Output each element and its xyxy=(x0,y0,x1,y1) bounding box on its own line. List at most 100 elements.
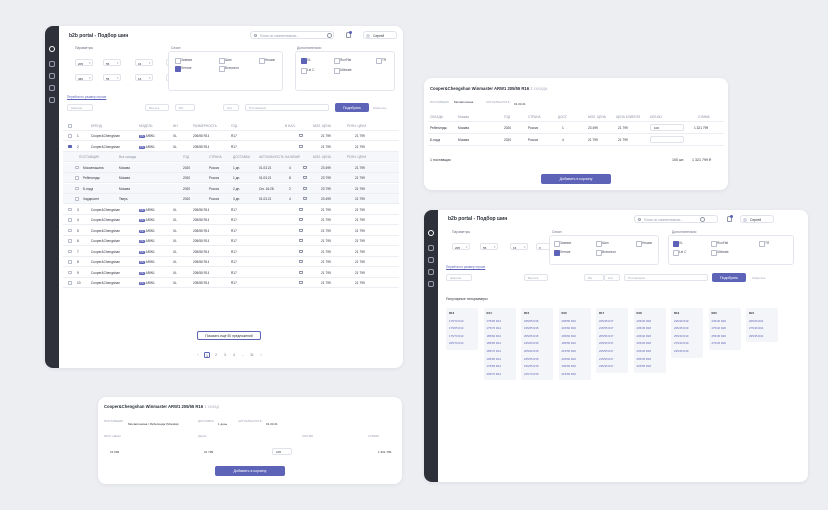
season-stud[interactable]: Шип xyxy=(219,58,231,64)
supplier-checkbox[interactable] xyxy=(75,186,79,190)
height-select-b[interactable]: 55 xyxy=(480,243,498,250)
cart-icon[interactable] xyxy=(299,270,303,274)
row-checkbox[interactable] xyxy=(68,228,72,232)
cart-icon[interactable] xyxy=(299,281,303,285)
cart-icon[interactable] xyxy=(299,239,303,243)
size-link[interactable]: 255/35 R18 xyxy=(636,356,651,361)
page-31[interactable]: 31 xyxy=(250,353,254,357)
extra-ultimate[interactable]: Ultimate xyxy=(334,68,352,74)
width-input-2[interactable]: Ширина xyxy=(446,274,472,281)
cart-icon[interactable] xyxy=(299,144,303,148)
size-link[interactable]: 265/40 R21 xyxy=(749,318,764,323)
notification-icon[interactable] xyxy=(727,215,733,222)
size-link[interactable]: 195/65 R15 xyxy=(524,326,539,331)
height-select-2[interactable]: 55 xyxy=(103,74,121,81)
size-link[interactable]: 205/50 R17 xyxy=(599,333,614,338)
page-1[interactable]: 1 xyxy=(204,352,210,358)
page-next[interactable]: › xyxy=(260,353,262,357)
size-link[interactable]: 245/40 R18 xyxy=(636,333,651,338)
th-price[interactable]: МОЛ. ЦЕНА xyxy=(313,124,331,128)
extra-ultimate-2[interactable]: Ultimate xyxy=(711,250,729,256)
cart-icon[interactable] xyxy=(299,207,303,211)
radius-select-2[interactable]: 16 xyxy=(135,74,153,81)
page-3[interactable]: 3 xyxy=(224,353,226,357)
cart-icon[interactable] xyxy=(303,176,307,180)
table-row[interactable]: 9 Cooper&Chengshan CS ARW1 XL 205/55 R16 R17 21… xyxy=(63,268,399,278)
settings-icon[interactable] xyxy=(49,97,55,103)
size-link[interactable]: 245/40 R20 xyxy=(711,318,726,323)
season-allseason-2[interactable]: Всесезон xyxy=(596,250,616,256)
size-link[interactable]: 195/55 R15 xyxy=(524,364,539,369)
supplier-checkbox[interactable] xyxy=(75,165,79,169)
size-link[interactable]: 245/45 R19 xyxy=(674,348,689,353)
search-input-2[interactable]: Поиск по наименованию... xyxy=(634,215,718,223)
size-link[interactable]: 255/45 R20 xyxy=(711,333,726,338)
table-row[interactable]: 1 Cooper&Chengshan CS ARW1 XL 205/55 R16 R17 21… xyxy=(63,131,399,141)
size-link[interactable]: 225/45 R18 xyxy=(636,341,651,346)
supplier-row[interactable]: Б-норд Москва 2020 Россия 2 дн. Сег. 16:28 2 23… xyxy=(63,183,399,194)
size-link[interactable]: 235/45 R17 xyxy=(599,364,614,369)
cart-icon[interactable] xyxy=(303,165,307,169)
size-link[interactable]: 175/65 R14 xyxy=(486,318,501,323)
supplier-row[interactable]: Хардпоинт Тверь 2020 Россия 3 дн. 01.03.21 4 23… xyxy=(63,194,399,204)
cart-icon[interactable] xyxy=(299,260,303,264)
size-link[interactable]: 275/40 R20 xyxy=(711,326,726,331)
row-checkbox[interactable] xyxy=(68,281,72,285)
supplier-input[interactable]: Поставщики xyxy=(245,104,329,111)
table-row[interactable]: 8 Cooper&Chengshan CS ARW1 XL 205/55 R16 R17 21… xyxy=(63,257,399,267)
extra-leic-2[interactable]: Lei C xyxy=(673,250,686,256)
width-select[interactable]: 205 xyxy=(75,59,93,66)
cart-icon[interactable] xyxy=(303,197,307,201)
size-link[interactable]: 255/40 R19 xyxy=(674,333,689,338)
table-row[interactable]: 5 Cooper&Chengshan CS ARW1 XL 205/55 R16 R17 21… xyxy=(63,226,399,236)
p2-add-to-cart-button[interactable]: Добавить в корзину xyxy=(215,466,285,476)
cart-icon[interactable] xyxy=(299,218,303,222)
th-idx[interactable]: ИН xyxy=(173,124,178,128)
size-link[interactable]: 215/55 R16 xyxy=(561,348,576,353)
history-icon[interactable] xyxy=(700,216,705,222)
search-input[interactable]: Поиск по наименованию... xyxy=(250,31,334,39)
qty-stepper[interactable] xyxy=(650,136,684,143)
season-winter[interactable]: Зимние xyxy=(175,58,192,64)
reset-button[interactable]: Сбросить xyxy=(373,106,387,110)
p2-qty-input[interactable]: 100 xyxy=(272,448,292,455)
sub-th-1[interactable]: Все склады xyxy=(119,155,137,159)
home-icon[interactable] xyxy=(49,85,55,91)
page-4[interactable]: 4 xyxy=(233,353,235,357)
user-menu-2[interactable]: Сергей xyxy=(740,215,774,223)
size-link[interactable]: 245/40 R19 xyxy=(674,318,689,323)
history-icon[interactable] xyxy=(327,32,332,38)
table-row[interactable]: 7 Cooper&Chengshan CS ARW1 XL 205/55 R16 R17 21… xyxy=(63,247,399,257)
size-link[interactable]: 185/70 R13 xyxy=(449,341,464,346)
table-row[interactable]: 10 Cooper&Chengshan CS ARW1 XL 205/55 R16 R17 2… xyxy=(63,278,399,288)
car-icon[interactable] xyxy=(428,257,434,263)
logo-icon[interactable] xyxy=(49,46,55,52)
size-link[interactable]: 275/40 R21 xyxy=(749,326,764,331)
qty-stepper[interactable]: 100 xyxy=(650,124,684,131)
logo-icon[interactable] xyxy=(428,230,434,236)
supplier-checkbox[interactable] xyxy=(75,197,79,201)
user-menu[interactable]: Сергей xyxy=(363,31,397,39)
size-link[interactable]: 175/70 R14 xyxy=(486,326,501,331)
size-link[interactable]: 215/50 R17 xyxy=(599,356,614,361)
table-row[interactable]: 2 Cooper&Chengshan CS ARW1 XL 205/55 R16 R17 21… xyxy=(63,142,399,152)
size-link[interactable]: 185/65 R15 xyxy=(524,318,539,323)
season-allseason[interactable]: Всесезон xyxy=(219,66,239,72)
row-checkbox[interactable] xyxy=(68,207,72,211)
th-stock[interactable]: В НАЛ. xyxy=(285,124,296,128)
table-row[interactable]: 6 Cooper&Chengshan CS ARW1 XL 205/55 R16 R17 21… xyxy=(63,236,399,246)
home-icon[interactable] xyxy=(428,269,434,275)
size-link[interactable]: 195/65 R14 xyxy=(486,356,501,361)
catalog-icon[interactable] xyxy=(428,245,434,251)
row-checkbox[interactable] xyxy=(68,249,72,253)
height-input[interactable]: Высота xyxy=(145,104,169,111)
cart-icon[interactable] xyxy=(299,228,303,232)
size-link[interactable]: 225/40 R18 xyxy=(636,318,651,323)
row-checkbox[interactable] xyxy=(68,260,72,264)
size-link[interactable]: 275/45 R20 xyxy=(711,341,726,346)
extra-runflat-2[interactable]: RunFlat xyxy=(711,241,728,247)
th-model[interactable]: МОДЕЛЬ xyxy=(139,124,153,128)
size-link[interactable]: 225/55 R18 xyxy=(636,364,651,369)
extra-tr[interactable]: TR xyxy=(376,58,386,64)
table-row[interactable]: 3 Cooper&Chengshan CS ARW1 XL 205/55 R16 R17 21… xyxy=(63,205,399,215)
